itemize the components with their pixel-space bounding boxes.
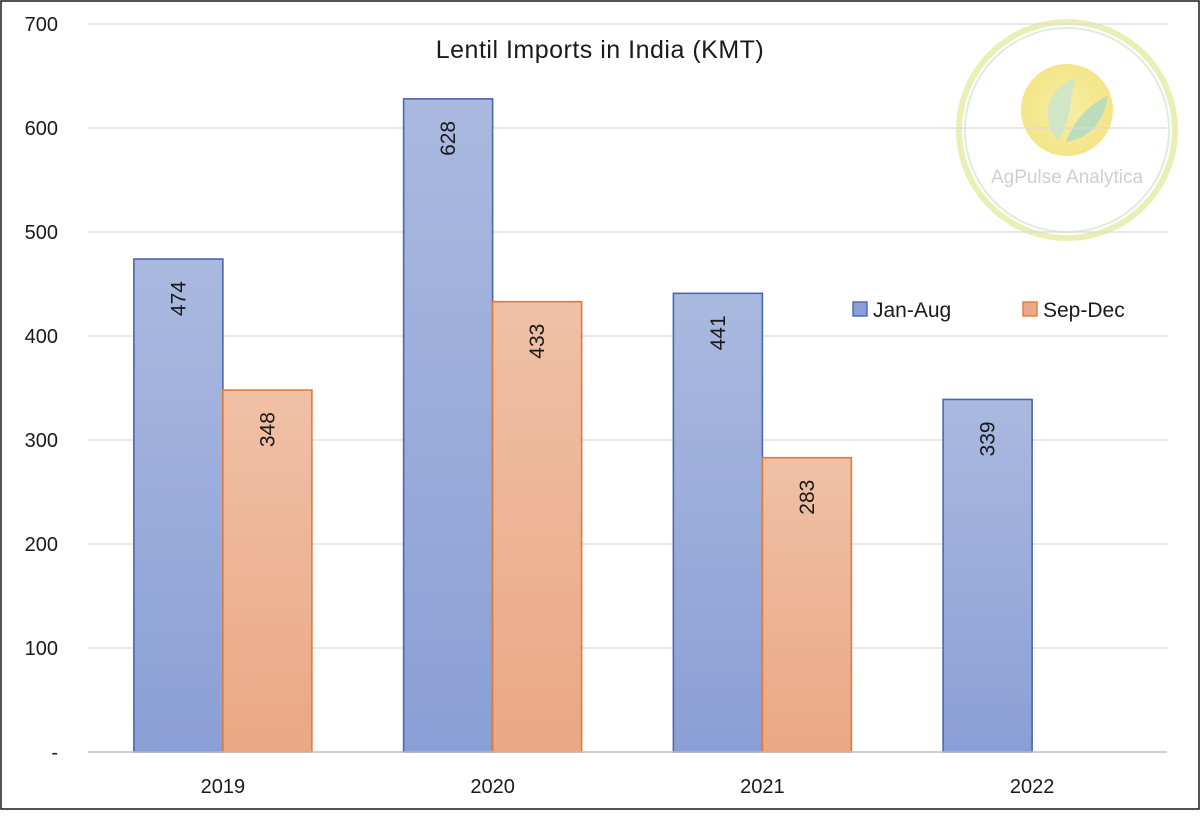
- x-tick-label: 2020: [470, 776, 515, 798]
- legend-swatch: [1022, 301, 1038, 317]
- data-label: 474: [167, 281, 190, 316]
- y-tick-label: 100: [25, 638, 58, 660]
- bar-jan-aug: [133, 258, 224, 753]
- legend-label: Jan-Aug: [873, 299, 951, 322]
- y-tick-label: 400: [25, 326, 58, 348]
- data-label: 433: [526, 324, 549, 359]
- y-tick-label: 300: [25, 430, 58, 452]
- leaf-logo-icon: [1021, 64, 1113, 156]
- data-label: 348: [256, 412, 279, 447]
- x-tick-label: 2022: [1010, 776, 1055, 798]
- x-tick-label: 2021: [740, 776, 785, 798]
- data-label: 441: [707, 315, 730, 350]
- data-label: 628: [437, 121, 460, 156]
- data-label: 339: [977, 421, 1000, 456]
- x-tick-label: 2019: [201, 776, 246, 798]
- y-tick-label: 600: [25, 118, 58, 140]
- bars-layer: 474 348 628 433 441 283 339: [133, 98, 1033, 753]
- watermark: AgPulse Analytica: [956, 19, 1178, 241]
- watermark-text: AgPulse Analytica: [991, 167, 1144, 188]
- y-tick-label: -: [51, 742, 58, 764]
- chart-title: Lentil Imports in India (KMT): [436, 36, 765, 64]
- y-tick-label: 700: [25, 14, 58, 36]
- bar-sep-dec: [761, 456, 853, 753]
- legend-label: Sep-Dec: [1043, 299, 1125, 322]
- bar-sep-dec: [491, 300, 583, 753]
- axis-layer: - 100 200 300 400 500 600 700 2019 2020 2021 2022: [25, 14, 1167, 798]
- watermark-ring: [956, 19, 1178, 241]
- legend: Jan-Aug Sep-Dec: [852, 299, 1125, 322]
- legend-swatch: [852, 301, 868, 317]
- bar-jan-aug: [402, 98, 494, 753]
- data-label: 283: [796, 480, 819, 515]
- bar-jan-aug: [672, 292, 764, 753]
- y-tick-label: 200: [25, 534, 58, 556]
- bar-sep-dec: [222, 389, 313, 753]
- y-tick-label: 500: [25, 222, 58, 244]
- bar-jan-aug: [942, 398, 1033, 753]
